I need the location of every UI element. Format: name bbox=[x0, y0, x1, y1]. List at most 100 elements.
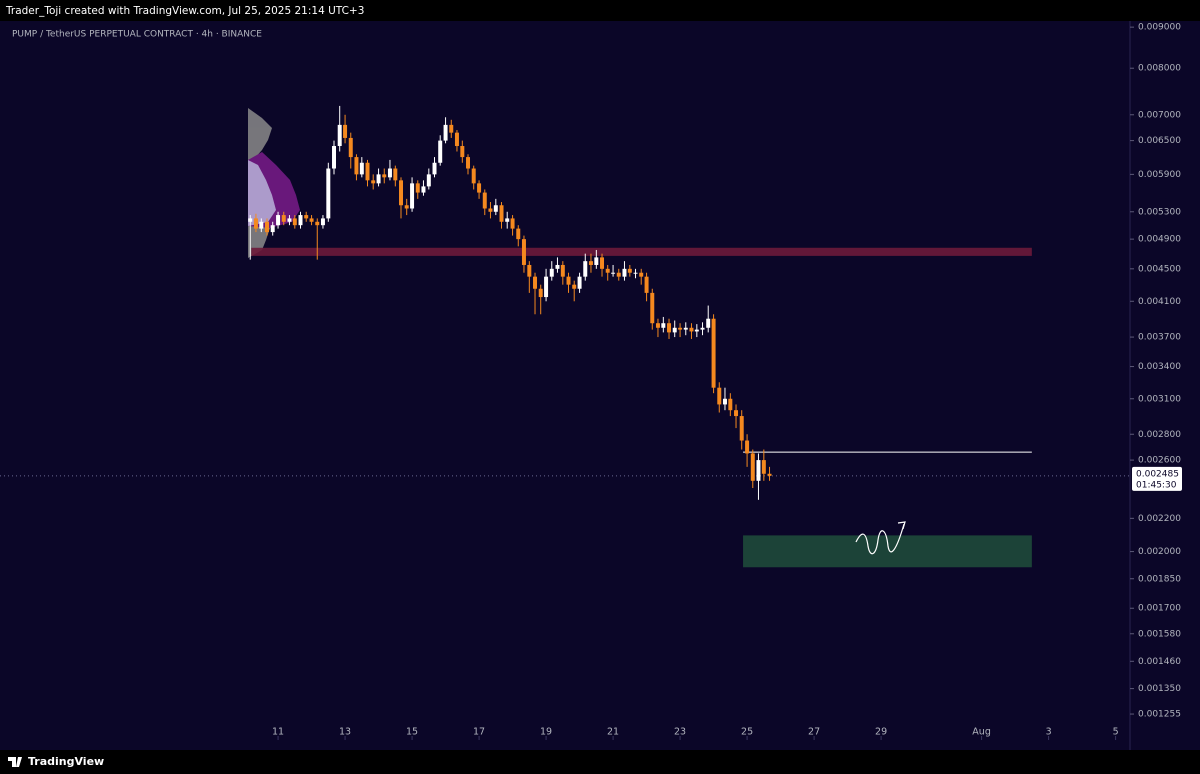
y-tick-label: 0.004500 bbox=[1138, 264, 1181, 274]
candle-body bbox=[365, 162, 370, 181]
candle-body bbox=[499, 205, 504, 222]
y-tick-label: 0.004100 bbox=[1138, 297, 1181, 307]
candle-body bbox=[611, 272, 616, 274]
candle-body bbox=[644, 276, 649, 293]
candle-body bbox=[577, 276, 582, 289]
candle-body bbox=[734, 410, 739, 417]
candle-body bbox=[555, 264, 560, 269]
candle-body bbox=[767, 473, 772, 476]
candle-body bbox=[650, 292, 655, 324]
candle-body bbox=[354, 157, 359, 175]
candle-body bbox=[292, 218, 297, 226]
candle-body bbox=[689, 327, 694, 332]
candle-body bbox=[672, 327, 677, 333]
countdown-label: 01:45:30 bbox=[1136, 480, 1177, 490]
candle-body bbox=[320, 218, 325, 226]
candle-body bbox=[527, 264, 532, 277]
candle-body bbox=[510, 218, 515, 229]
candle-body bbox=[248, 218, 253, 222]
y-tick-label: 0.002800 bbox=[1138, 430, 1181, 440]
candle-body bbox=[454, 132, 459, 147]
y-tick-label: 0.001460 bbox=[1138, 657, 1181, 667]
candle-body bbox=[410, 183, 415, 209]
candle-body bbox=[259, 221, 264, 229]
forecast-arrow bbox=[897, 521, 906, 530]
x-tick-label: 25 bbox=[741, 727, 753, 738]
x-tick-label: 21 bbox=[607, 727, 619, 738]
candle-body bbox=[443, 124, 448, 141]
last-price-label: 0.002485 bbox=[1136, 469, 1179, 479]
candle-body bbox=[505, 218, 510, 222]
candle-body bbox=[387, 168, 392, 178]
y-tick-label: 0.009000 bbox=[1138, 23, 1181, 33]
x-tick-label: 19 bbox=[540, 727, 552, 738]
candle-body bbox=[549, 268, 554, 277]
candle-body bbox=[533, 276, 538, 289]
candle-body bbox=[700, 327, 705, 330]
candle-body bbox=[438, 140, 443, 163]
candle-body bbox=[655, 323, 660, 328]
candle-body bbox=[326, 168, 331, 219]
candle-body bbox=[415, 183, 420, 193]
candle-body bbox=[516, 228, 521, 240]
y-tick-label: 0.002200 bbox=[1138, 514, 1181, 524]
candle-body bbox=[337, 124, 342, 147]
footer-logo: TradingView bbox=[28, 755, 104, 768]
candle-body bbox=[253, 218, 258, 229]
x-tick-label: Aug bbox=[972, 727, 991, 738]
footer-bar bbox=[0, 750, 1200, 774]
y-tick-label: 0.001255 bbox=[1138, 710, 1181, 720]
y-tick-label: 0.003700 bbox=[1138, 333, 1181, 343]
x-tick-label: 23 bbox=[674, 727, 686, 738]
candle-body bbox=[627, 268, 632, 273]
candle-body bbox=[298, 215, 303, 226]
candle-body bbox=[566, 276, 571, 285]
profile-upper bbox=[248, 108, 272, 160]
candle-body bbox=[739, 416, 744, 441]
candle-body bbox=[717, 387, 722, 405]
logo-icon bbox=[8, 757, 22, 767]
candle-body bbox=[359, 162, 364, 175]
candle-body bbox=[315, 221, 320, 226]
candle-body bbox=[265, 221, 269, 233]
candle-body bbox=[382, 174, 387, 178]
x-tick-label: 5 bbox=[1113, 727, 1119, 738]
y-tick-label: 0.001580 bbox=[1138, 629, 1181, 639]
candle-body bbox=[728, 398, 733, 411]
candle-body bbox=[404, 205, 409, 209]
candle-body bbox=[683, 327, 688, 330]
candle-body bbox=[449, 124, 454, 133]
y-tick-label: 0.003400 bbox=[1138, 362, 1181, 372]
candle-body bbox=[393, 168, 398, 181]
candle-body bbox=[639, 272, 644, 277]
candle-body bbox=[694, 329, 699, 332]
candle-body bbox=[482, 192, 487, 209]
candle-body bbox=[460, 146, 465, 158]
candle-body bbox=[544, 276, 549, 298]
candle-body bbox=[600, 257, 605, 269]
candle-body bbox=[756, 460, 761, 481]
candle-body bbox=[745, 440, 750, 454]
candle-body bbox=[281, 215, 286, 222]
candle-body bbox=[287, 218, 292, 222]
last-price-box bbox=[1132, 466, 1182, 491]
candle-body bbox=[426, 174, 431, 187]
candle-body bbox=[678, 327, 683, 330]
candle-body bbox=[761, 460, 766, 474]
candle-body bbox=[276, 215, 281, 226]
candle-body bbox=[605, 268, 610, 273]
candle-body bbox=[538, 288, 543, 298]
header-bar bbox=[0, 0, 1200, 21]
x-tick-label: 27 bbox=[808, 727, 820, 738]
candle-body bbox=[466, 157, 471, 169]
candle-body bbox=[572, 284, 577, 289]
candle-body bbox=[348, 137, 353, 158]
candle-body bbox=[493, 205, 498, 212]
candle-body bbox=[750, 453, 755, 481]
candle-body bbox=[661, 323, 666, 328]
symbol-title: PUMP / TetherUS PERPETUAL CONTRACT · 4h … bbox=[12, 30, 262, 40]
candle-body bbox=[722, 398, 727, 405]
candle-body bbox=[594, 257, 599, 265]
